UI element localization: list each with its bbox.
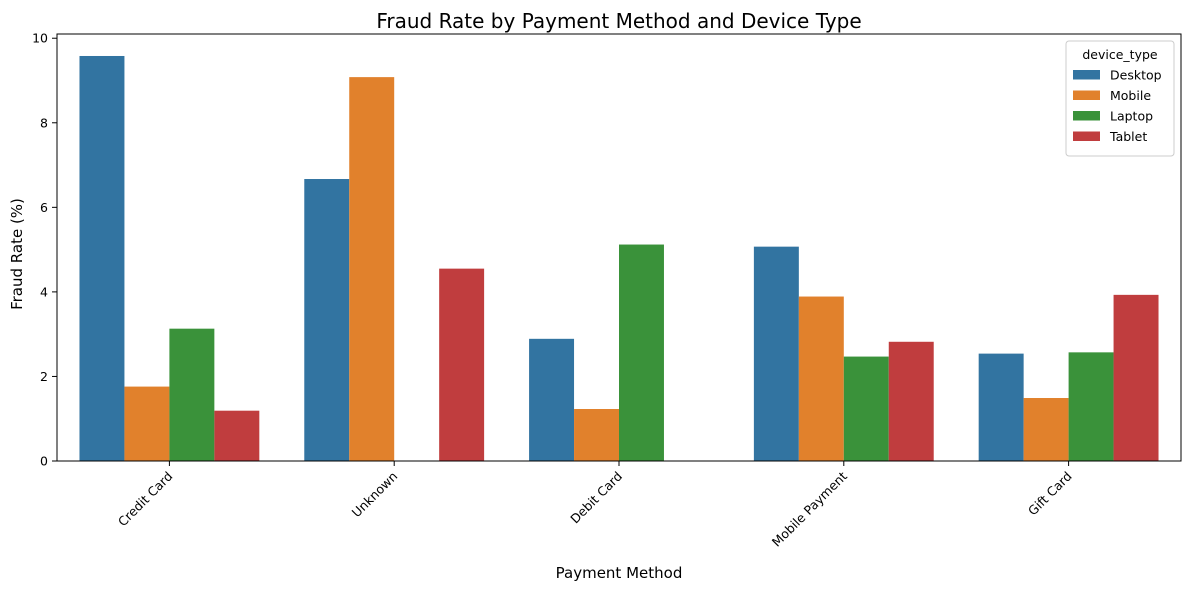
bar-laptop-gift-card	[1068, 352, 1114, 461]
legend-swatch-laptop	[1073, 111, 1100, 121]
bar-mobile-gift-card	[1023, 398, 1069, 461]
bar-tablet-unknown	[439, 268, 485, 461]
bar-laptop-mobile-payment	[843, 356, 889, 461]
y-tick-label: 8	[40, 115, 48, 130]
legend-swatch-desktop	[1073, 70, 1100, 80]
bar-mobile-mobile-payment	[798, 296, 844, 461]
x-tick-label: Credit Card	[115, 469, 176, 530]
legend-title: device_type	[1082, 47, 1158, 62]
y-tick-label: 6	[40, 200, 48, 215]
bar-desktop-credit-card	[79, 55, 125, 461]
bar-desktop-gift-card	[978, 353, 1024, 461]
legend-swatch-tablet	[1073, 131, 1100, 141]
bar-mobile-credit-card	[124, 386, 170, 461]
legend-box	[1065, 40, 1175, 157]
legend-label-laptop: Laptop	[1110, 109, 1153, 124]
y-axis: 0 2 4 6 8 10	[32, 31, 57, 469]
y-tick-label: 10	[32, 31, 48, 46]
x-tick-label: Mobile Payment	[769, 468, 850, 549]
bar-tablet-gift-card	[1113, 294, 1159, 461]
bar-desktop-debit-card	[529, 338, 575, 461]
legend-label-desktop: Desktop	[1110, 68, 1162, 83]
bar-laptop-credit-card	[169, 328, 215, 461]
bar-desktop-unknown	[304, 179, 350, 461]
legend-label-tablet: Tablet	[1109, 129, 1147, 144]
y-tick-label: 0	[40, 454, 48, 469]
legend-label-mobile: Mobile	[1110, 88, 1151, 103]
bar-laptop-debit-card	[619, 244, 664, 461]
bar-tablet-credit-card	[214, 410, 260, 461]
bar-tablet-mobile-payment	[888, 341, 934, 461]
y-axis-label: Fraud Rate (%)	[8, 198, 26, 310]
x-tick-label: Debit Card	[567, 469, 625, 527]
bar-desktop-mobile-payment	[753, 246, 799, 461]
x-tick-label: Unknown	[349, 469, 401, 521]
bar-mobile-debit-card	[574, 408, 619, 461]
y-tick-label: 2	[40, 369, 48, 384]
plot-area	[56, 33, 1182, 462]
bar-mobile-unknown	[349, 77, 395, 461]
chart-title: Fraud Rate by Payment Method and Device …	[376, 9, 861, 33]
legend: device_type Desktop Mobile Laptop Tablet	[1065, 40, 1175, 157]
x-axis: Credit Card Unknown Debit Card Mobile Payme…	[115, 461, 1075, 550]
y-tick-label: 4	[40, 284, 48, 299]
legend-swatch-mobile	[1073, 90, 1100, 100]
x-axis-label: Payment Method	[556, 564, 683, 582]
x-tick-label: Gift Card	[1025, 469, 1075, 519]
